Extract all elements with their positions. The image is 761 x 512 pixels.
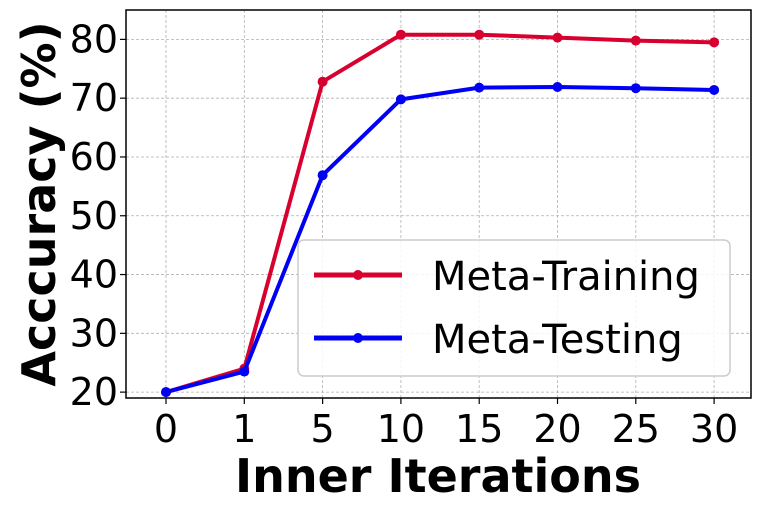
data-point-meta-training <box>630 35 641 46</box>
legend: Meta-Training Meta-Testing <box>297 239 731 377</box>
y-tick-label: 80 <box>70 17 118 61</box>
y-tick-label: 50 <box>70 194 118 238</box>
data-point-meta-testing <box>630 83 641 94</box>
x-tick-label: 0 <box>154 407 178 451</box>
series-layer <box>161 29 720 398</box>
y-axis-label: Acccuracy (%) <box>12 21 66 386</box>
y-axis-ticks: 20 30 40 50 60 70 80 <box>70 17 126 414</box>
data-point-meta-testing <box>709 84 720 95</box>
data-point-meta-testing <box>395 94 406 105</box>
data-point-meta-training <box>395 29 406 40</box>
x-tick-label: 20 <box>533 407 581 451</box>
data-point-meta-testing <box>161 387 171 398</box>
x-axis-label: Inner Iterations <box>235 449 641 503</box>
x-tick-label: 1 <box>232 407 256 451</box>
data-point-meta-training <box>317 76 328 87</box>
data-point-meta-training <box>474 29 485 40</box>
data-point-meta-testing <box>317 170 328 181</box>
y-tick-label: 70 <box>70 76 118 120</box>
data-point-meta-training <box>709 37 720 48</box>
legend-marker-meta-training <box>353 270 363 280</box>
x-tick-label: 10 <box>377 407 425 451</box>
y-tick-label: 60 <box>70 135 118 179</box>
x-tick-label: 15 <box>455 407 503 451</box>
data-point-meta-testing <box>239 366 250 377</box>
data-point-meta-testing <box>474 82 485 93</box>
x-axis-ticks: 0 1 5 10 15 20 25 30 <box>154 398 738 451</box>
series-line-meta-testing <box>165 85 715 395</box>
x-tick-label: 25 <box>612 407 660 451</box>
y-tick-label: 30 <box>70 311 118 355</box>
x-tick-label: 5 <box>311 407 335 451</box>
legend-label-meta-training: Meta-Training <box>432 254 700 300</box>
legend-box <box>297 239 731 377</box>
x-tick-label: 30 <box>690 407 738 451</box>
y-tick-label: 20 <box>70 370 118 414</box>
plot-frame <box>125 9 752 399</box>
legend-label-meta-testing: Meta-Testing <box>432 317 683 363</box>
data-point-meta-testing <box>552 82 563 93</box>
data-point-meta-training <box>552 32 563 43</box>
y-tick-label: 40 <box>70 253 118 297</box>
legend-marker-meta-testing <box>353 333 363 343</box>
series-line-meta-training <box>165 32 715 395</box>
